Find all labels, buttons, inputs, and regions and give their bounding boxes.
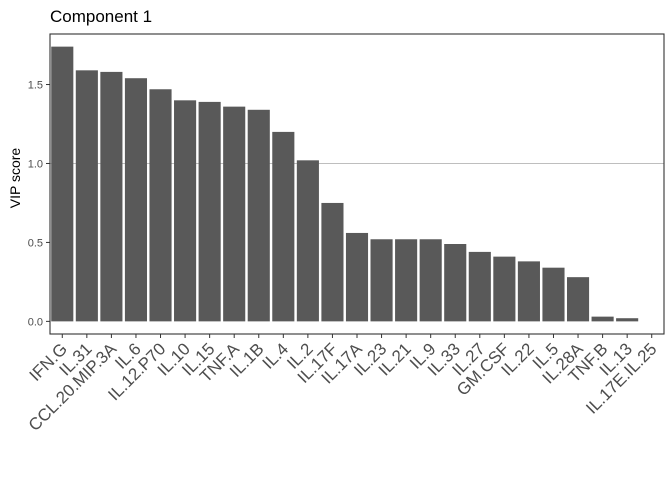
- bar: [542, 267, 565, 322]
- bar: [468, 251, 491, 322]
- bar: [493, 256, 516, 322]
- y-tick-label: 0.0: [28, 316, 43, 328]
- bar: [444, 244, 467, 322]
- bar: [51, 46, 74, 322]
- bar: [419, 239, 442, 322]
- bar: [517, 261, 540, 322]
- bar: [566, 277, 590, 322]
- bar: [149, 89, 172, 322]
- y-tick-label: 1.5: [28, 80, 43, 92]
- bar: [75, 70, 98, 322]
- bar: [198, 101, 221, 322]
- bar: [296, 160, 319, 322]
- bar: [395, 239, 418, 322]
- bar: [345, 232, 369, 322]
- bar: [616, 318, 639, 322]
- plot-area: 0.00.51.01.5IFN.GIL.31CCL.20.MIP.3AIL.6I…: [25, 33, 665, 435]
- chart-title: Component 1: [50, 7, 152, 26]
- bar: [591, 316, 614, 322]
- bar: [223, 106, 246, 322]
- bar: [124, 78, 148, 322]
- bar: [247, 109, 270, 322]
- bar: [100, 71, 123, 322]
- y-tick-label: 0.5: [28, 237, 43, 249]
- bar: [174, 100, 197, 322]
- y-tick-label: 1.0: [28, 158, 43, 170]
- bar: [272, 131, 295, 322]
- bar: [321, 202, 344, 322]
- bar: [370, 239, 393, 322]
- y-axis-label: VIP score: [7, 148, 23, 209]
